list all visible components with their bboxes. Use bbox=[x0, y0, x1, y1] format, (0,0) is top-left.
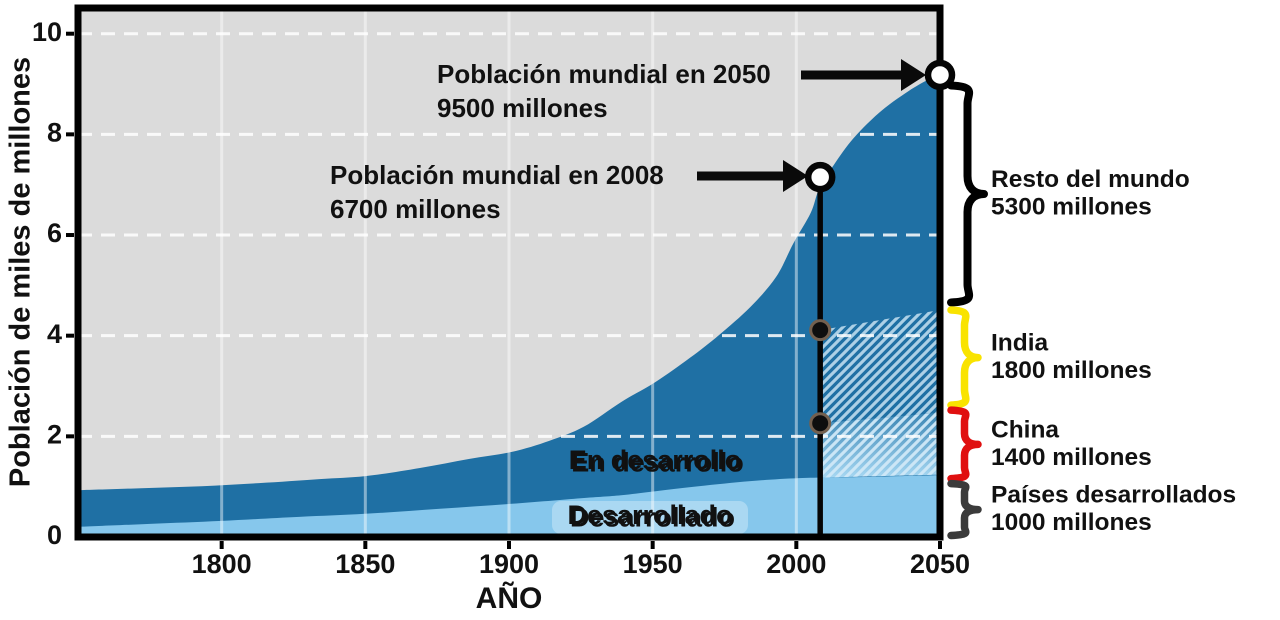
label-china-value: 1400 millones bbox=[991, 444, 1152, 471]
x-tick-label: 2000 bbox=[766, 549, 826, 579]
plot-frame bbox=[74, 4, 944, 541]
world-2008-annotation: Población mundial en 2008 6700 millones bbox=[330, 160, 808, 224]
desarrollado-label-shadow: Desarrollado bbox=[570, 503, 735, 533]
developed-area bbox=[78, 475, 940, 537]
y-tick-label: 2 bbox=[47, 419, 62, 449]
world-2050-line2: 9500 millones bbox=[437, 93, 608, 123]
x-tick-label: 1900 bbox=[479, 549, 539, 579]
gridlines bbox=[78, 8, 940, 537]
y-axis-title: Población de miles de millones bbox=[5, 57, 37, 487]
label-resto-value: 5300 millones bbox=[991, 193, 1152, 220]
brace-china bbox=[947, 406, 982, 483]
china-top-dot bbox=[809, 412, 832, 435]
india-top-dot bbox=[809, 319, 832, 342]
desarrollado-label-chip bbox=[552, 501, 748, 534]
y-tick-label: 4 bbox=[47, 319, 62, 349]
x-tick-label: 1800 bbox=[192, 549, 252, 579]
developing-area bbox=[78, 75, 940, 537]
label-india-value: 1800 millones bbox=[991, 357, 1152, 384]
population-2050-marker bbox=[924, 59, 956, 91]
y-tick-label: 6 bbox=[47, 218, 62, 248]
world-2050-line1: Población mundial en 2050 bbox=[437, 59, 771, 89]
world-2008-arrow-head bbox=[783, 160, 808, 192]
india-projection-band bbox=[820, 310, 940, 424]
y-tick-label: 0 bbox=[47, 520, 62, 550]
y-tick-label: 10 bbox=[32, 17, 62, 47]
world-2050-annotation: Población mundial en 2050 9500 millones bbox=[437, 59, 926, 123]
desarrollado-label: Desarrollado bbox=[567, 500, 732, 530]
population-2008-marker bbox=[804, 161, 836, 193]
en-desarrollo-label-shadow: En desarrollo bbox=[571, 448, 744, 478]
en-desarrollo-label: En desarrollo bbox=[569, 445, 742, 475]
x-tick-label: 1950 bbox=[623, 549, 683, 579]
brace-resto bbox=[947, 81, 988, 307]
x-tick-label: 1850 bbox=[335, 549, 395, 579]
label-india-name: India bbox=[991, 330, 1049, 357]
label-desarrollados-name: Países desarrollados bbox=[991, 482, 1236, 509]
label-china-name: China bbox=[991, 416, 1059, 443]
brace-india bbox=[947, 306, 982, 409]
world-2008-line2: 6700 millones bbox=[330, 194, 501, 224]
x-tick-label: 2050 bbox=[910, 549, 970, 579]
world-2008-line1: Población mundial en 2008 bbox=[330, 160, 664, 190]
china-projection-band bbox=[820, 412, 940, 478]
x-axis-title: AÑO bbox=[476, 581, 543, 615]
y-tick-label: 8 bbox=[47, 117, 62, 147]
world-2050-arrow-head bbox=[901, 59, 926, 91]
brace-desarrollados bbox=[947, 479, 982, 540]
label-resto-name: Resto del mundo bbox=[991, 166, 1190, 193]
label-desarrollados-value: 1000 millones bbox=[991, 509, 1152, 536]
